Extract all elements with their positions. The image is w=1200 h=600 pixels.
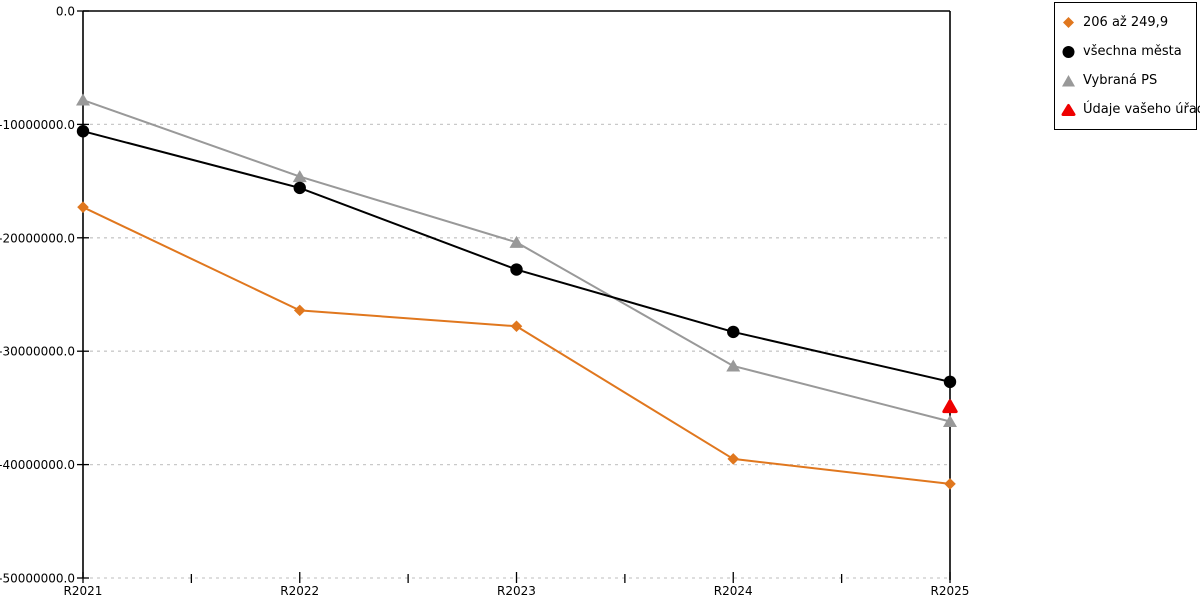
triangle-marker xyxy=(943,415,957,428)
circle-marker xyxy=(510,263,523,276)
circle-marker xyxy=(943,375,957,389)
y-tick-label: -40000000.0 xyxy=(0,458,75,472)
legend-item-label: Vybraná PS xyxy=(1083,73,1158,88)
diamond-marker xyxy=(944,478,956,490)
legend-item[interactable]: Údaje vašeho úřadu xyxy=(1061,95,1200,124)
y-tick-label: -50000000.0 xyxy=(0,572,75,586)
legend-marker-shape xyxy=(1061,104,1076,116)
diamond-marker xyxy=(727,453,740,465)
triangle-marker xyxy=(292,170,307,183)
circle-marker xyxy=(727,325,740,339)
x-tick-label: R2025 xyxy=(931,584,970,598)
diamond-marker xyxy=(293,304,306,317)
legend-item-label: Údaje vašeho úřadu xyxy=(1083,102,1200,117)
y-tick-label: 0.0 xyxy=(56,5,75,19)
legend: 206 až 249,9 všechna města Vybraná PS Údaje… xyxy=(1054,2,1200,130)
legend-item-label: všechna města xyxy=(1083,44,1182,59)
x-tick-label: R2024 xyxy=(714,584,753,598)
y-tick-label: -30000000.0 xyxy=(0,345,75,359)
circle-icon xyxy=(1062,46,1075,58)
legend-item[interactable]: Vybraná PS xyxy=(1061,66,1190,95)
y-tick-label: -20000000.0 xyxy=(0,231,75,245)
series-line xyxy=(82,130,951,383)
legend-item[interactable]: všechna města xyxy=(1061,37,1190,66)
series-line xyxy=(82,206,951,485)
triangle-icon xyxy=(1062,75,1075,87)
series-line xyxy=(82,99,951,423)
rounded-triangle-marker xyxy=(942,399,958,414)
legend-marker-shape xyxy=(1063,17,1074,28)
y-tick-label: -10000000.0 xyxy=(0,118,75,132)
circle-marker xyxy=(293,181,306,195)
circle-marker xyxy=(76,125,90,138)
legend-marker-shape xyxy=(1062,75,1075,87)
diamond-marker xyxy=(510,320,523,333)
x-tick-label: R2021 xyxy=(64,584,103,598)
legend-marker-shape xyxy=(1062,46,1075,58)
diamond-marker xyxy=(77,201,89,213)
triangle-marker xyxy=(76,93,90,106)
diamond-icon xyxy=(1063,17,1074,28)
rounded-triangle-icon xyxy=(1061,104,1076,116)
x-tick-label: R2023 xyxy=(497,584,536,598)
legend-item-label: 206 až 249,9 xyxy=(1083,15,1169,30)
legend-item[interactable]: 206 až 249,9 xyxy=(1061,8,1190,37)
triangle-marker xyxy=(726,359,741,372)
x-tick-label: R2022 xyxy=(280,584,319,598)
triangle-marker xyxy=(509,235,524,248)
